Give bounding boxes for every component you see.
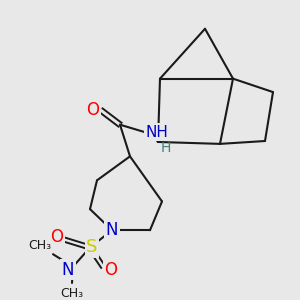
Text: N: N bbox=[106, 221, 118, 239]
Text: CH₃: CH₃ bbox=[28, 239, 51, 252]
Text: NH: NH bbox=[146, 125, 168, 140]
Text: O: O bbox=[104, 260, 118, 278]
Text: O: O bbox=[50, 228, 64, 246]
Text: CH₃: CH₃ bbox=[60, 287, 84, 300]
Text: O: O bbox=[86, 101, 100, 119]
Text: S: S bbox=[86, 238, 98, 256]
Text: N: N bbox=[62, 260, 74, 278]
Text: H: H bbox=[161, 141, 171, 155]
